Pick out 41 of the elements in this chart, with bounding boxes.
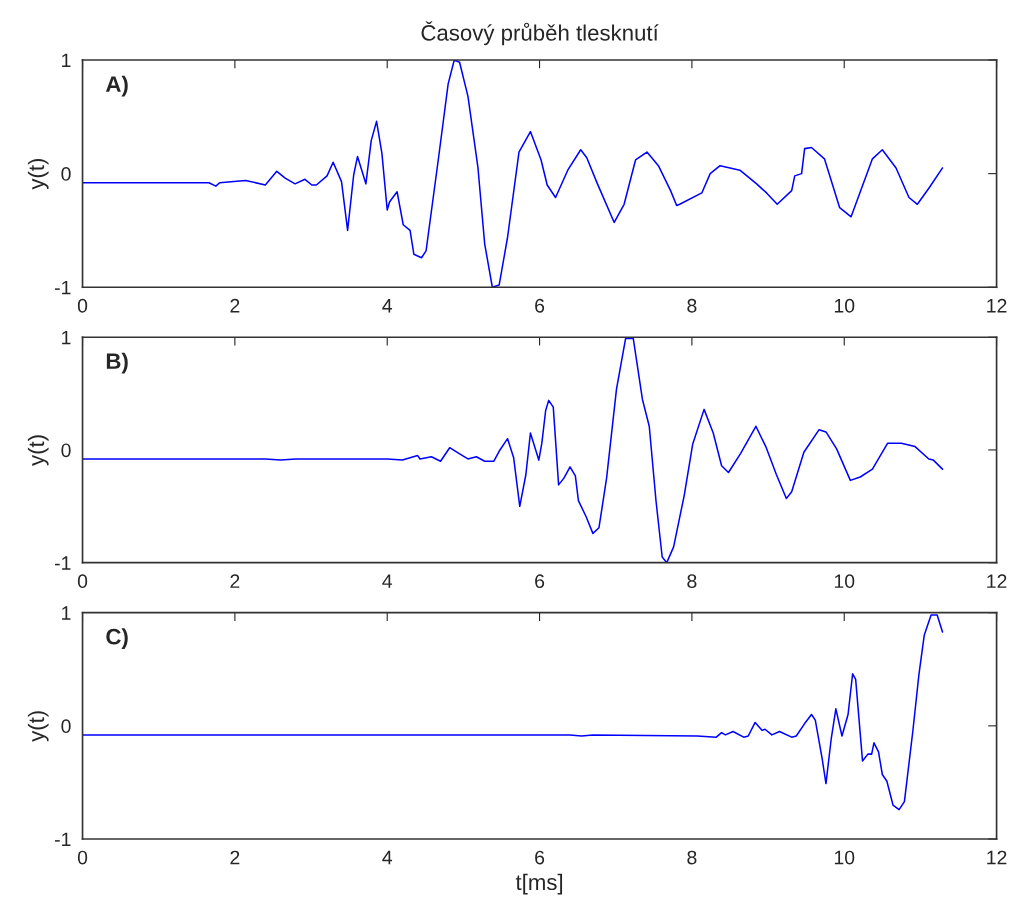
x-tick-label: 8 bbox=[687, 574, 697, 589]
y-tick-label: 0 bbox=[61, 443, 71, 458]
y-tick-label: -1 bbox=[55, 556, 71, 570]
annotation: A) bbox=[105, 75, 128, 97]
x-tick-label: 0 bbox=[77, 850, 88, 865]
x-tick-label: 2 bbox=[230, 298, 240, 313]
x-tick-label: 12 bbox=[987, 574, 1007, 588]
y-tick-label: -1 bbox=[55, 832, 71, 847]
y-tick-label: 1 bbox=[62, 53, 71, 68]
x-tick-label: 2 bbox=[230, 574, 240, 588]
y-axis-title: y(t) bbox=[27, 158, 49, 190]
x-tick-label: 6 bbox=[535, 850, 545, 865]
y-tick-label: 0 bbox=[61, 167, 71, 181]
line-series bbox=[82, 337, 944, 563]
annotation: B) bbox=[106, 352, 128, 374]
y-tick-label: 1 bbox=[62, 606, 71, 620]
x-tick-label: 6 bbox=[535, 298, 545, 313]
line-series bbox=[82, 614, 944, 811]
x-tick-label: 4 bbox=[382, 574, 393, 588]
chart-title: Časový průběh tlesknutí bbox=[421, 21, 659, 46]
x-tick-label: 12 bbox=[987, 850, 1007, 865]
x-axis-title: t[ms] bbox=[515, 873, 563, 895]
y-axis-title: y(t) bbox=[27, 711, 49, 742]
x-tick-label: 6 bbox=[535, 574, 545, 589]
x-tick-label: 12 bbox=[987, 298, 1007, 313]
x-tick-label: 0 bbox=[77, 298, 88, 313]
x-tick-label: 10 bbox=[834, 574, 855, 589]
y-tick-label: 1 bbox=[62, 330, 71, 345]
x-tick-label: 0 bbox=[77, 574, 88, 589]
x-tick-label: 4 bbox=[382, 850, 393, 865]
y-tick-label: 0 bbox=[61, 719, 71, 734]
y-axis-title: y(t) bbox=[27, 435, 49, 466]
x-tick-label: 10 bbox=[834, 850, 855, 865]
y-tick-label: -1 bbox=[55, 280, 71, 295]
x-tick-label: 4 bbox=[382, 299, 393, 313]
x-tick-label: 8 bbox=[687, 298, 697, 313]
x-tick-label: 8 bbox=[687, 850, 697, 865]
line-series bbox=[82, 59, 944, 288]
annotation: C) bbox=[106, 628, 128, 649]
x-tick-label: 10 bbox=[834, 298, 855, 313]
x-tick-label: 2 bbox=[230, 850, 240, 865]
